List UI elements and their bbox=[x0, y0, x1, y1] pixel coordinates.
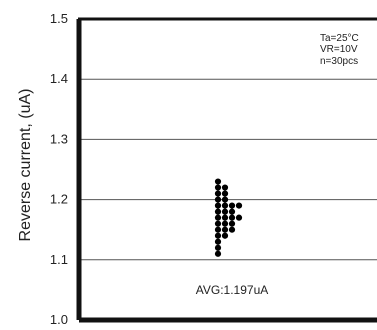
data-point bbox=[228, 202, 236, 209]
data-point bbox=[214, 178, 222, 185]
data-point bbox=[221, 232, 229, 239]
y-tick-label: 1.0 bbox=[50, 312, 68, 327]
data-point bbox=[228, 226, 236, 233]
y-tick-label: 1.5 bbox=[50, 11, 68, 26]
data-point bbox=[214, 184, 222, 191]
data-point bbox=[214, 250, 222, 257]
data-point bbox=[221, 226, 229, 233]
y-tick-labels: 1.0 1.1 1.2 1.3 1.4 1.5 bbox=[50, 11, 68, 327]
data-point bbox=[235, 202, 243, 209]
data-point bbox=[221, 184, 229, 191]
data-point bbox=[214, 196, 222, 203]
data-point bbox=[235, 214, 243, 221]
data-point bbox=[214, 208, 222, 215]
average-label: AVG:1.197uA bbox=[196, 283, 269, 297]
data-point bbox=[221, 220, 229, 227]
condition-voltage: VR=10V bbox=[320, 44, 358, 55]
y-tick-label: 1.3 bbox=[50, 131, 68, 146]
data-point bbox=[228, 220, 236, 227]
y-tick-label: 1.1 bbox=[50, 252, 68, 267]
data-points bbox=[214, 178, 243, 257]
data-point bbox=[221, 202, 229, 209]
data-point bbox=[214, 238, 222, 245]
data-point bbox=[214, 202, 222, 209]
data-point bbox=[221, 196, 229, 203]
y-tick-label: 1.2 bbox=[50, 192, 68, 207]
data-point bbox=[214, 244, 222, 251]
plot-frame bbox=[76, 17, 377, 323]
data-point bbox=[228, 208, 236, 215]
data-point bbox=[214, 226, 222, 233]
data-point bbox=[214, 220, 222, 227]
condition-sample-count: n=30pcs bbox=[320, 56, 358, 67]
data-point bbox=[228, 214, 236, 221]
y-tick-label: 1.4 bbox=[50, 71, 68, 86]
data-point bbox=[221, 208, 229, 215]
data-point bbox=[214, 232, 222, 239]
data-point bbox=[214, 214, 222, 221]
data-point bbox=[214, 190, 222, 197]
y-axis-label: Reverse current, (uA) bbox=[17, 89, 34, 242]
condition-temperature: Ta=25°C bbox=[320, 33, 359, 44]
grid-lines bbox=[79, 78, 377, 261]
conditions-box: Ta=25°C VR=10V n=30pcs bbox=[320, 33, 359, 67]
data-point bbox=[221, 214, 229, 221]
data-point bbox=[221, 190, 229, 197]
